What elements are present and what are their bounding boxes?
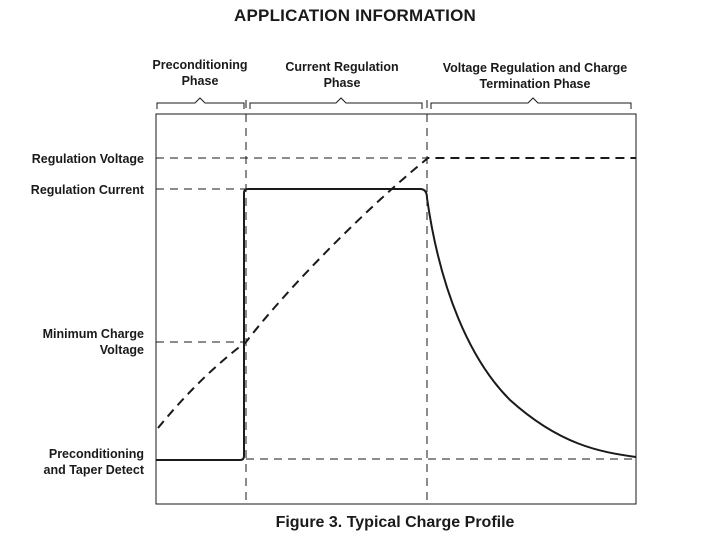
label-regulation-current: Regulation Current (30, 183, 144, 197)
phase-label-voltage-regulation: Voltage Regulation and Charge Terminatio… (442, 61, 628, 91)
section-heading: APPLICATION INFORMATION (234, 6, 476, 25)
charge-current-curve (156, 188, 637, 461)
figure-caption: Figure 3. Typical Charge Profile (275, 514, 515, 531)
phase-label-preconditioning: Preconditioning Phase (152, 58, 248, 88)
brace-voltage-regulation (430, 97, 632, 109)
label-minimum-charge-voltage: Minimum Charge Voltage (42, 327, 144, 357)
battery-voltage-curve (157, 157, 636, 429)
plot-frame (155, 113, 637, 505)
brace-current-regulation (249, 97, 423, 109)
phase-label-current-regulation: Current Regulation Phase (285, 60, 399, 90)
brace-preconditioning (156, 97, 245, 109)
label-preconditioning-taper-detect: Preconditioning and Taper Detect (43, 447, 145, 477)
label-regulation-voltage: Regulation Voltage (31, 152, 144, 166)
